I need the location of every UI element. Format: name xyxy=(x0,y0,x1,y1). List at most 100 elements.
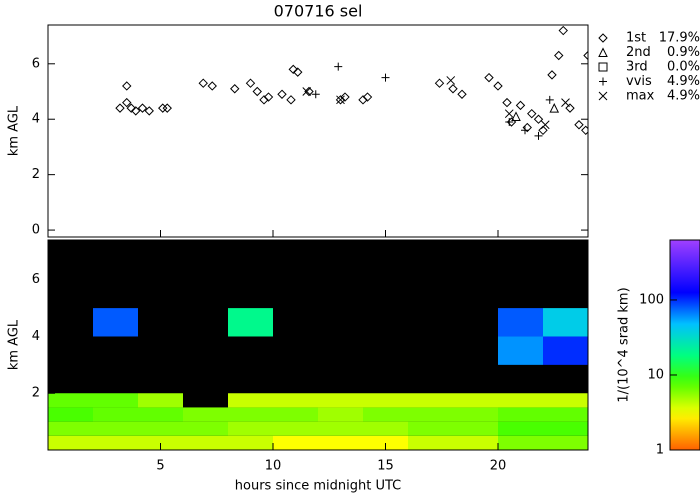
heat-cell xyxy=(543,421,588,436)
marker xyxy=(358,95,368,105)
marker xyxy=(565,103,575,113)
colorbar-tick-label: 10 xyxy=(647,367,664,382)
heat-cell xyxy=(228,393,273,408)
heat-cell xyxy=(453,393,498,408)
x-tick-label: 5 xyxy=(156,459,164,474)
heat-cell xyxy=(318,421,363,436)
marker xyxy=(340,92,350,102)
marker xyxy=(381,73,390,82)
marker xyxy=(122,97,132,108)
heat-cell xyxy=(183,421,228,436)
marker xyxy=(522,122,532,133)
marker xyxy=(574,120,584,130)
marker xyxy=(515,100,526,111)
legend-marker xyxy=(598,33,608,43)
heat-cell xyxy=(363,407,408,422)
marker xyxy=(304,86,314,97)
marker xyxy=(288,64,298,75)
marker xyxy=(502,97,512,108)
marker xyxy=(583,50,588,61)
heat-cell xyxy=(48,435,93,450)
legend-label: 1st xyxy=(626,31,646,46)
marker xyxy=(302,87,312,96)
y-tick-label: 2 xyxy=(32,167,40,182)
marker xyxy=(448,84,458,94)
marker xyxy=(137,103,148,113)
marker xyxy=(362,92,373,102)
marker xyxy=(277,89,287,99)
marker xyxy=(126,103,136,113)
y-tick-label: 0 xyxy=(32,223,40,238)
heat-cell xyxy=(318,407,363,422)
heat-cell xyxy=(408,435,453,450)
legend-label: 2nd xyxy=(626,45,651,60)
x-axis-label: hours since midnight UTC xyxy=(235,479,401,494)
marker xyxy=(144,106,154,116)
heat-cell xyxy=(408,393,453,408)
marker xyxy=(334,62,343,71)
marker xyxy=(335,95,346,105)
marker xyxy=(534,131,543,140)
legend-label: 3rd xyxy=(626,60,648,75)
y-axis-label: km AGL xyxy=(7,319,22,370)
legend-marker xyxy=(598,91,608,101)
heat-cell xyxy=(228,421,273,436)
heat-cell xyxy=(498,336,543,365)
heat-cell xyxy=(273,393,318,408)
marker xyxy=(504,109,514,119)
y-tick-label: 2 xyxy=(32,386,40,401)
marker xyxy=(457,89,467,99)
y-tick-label: 6 xyxy=(32,56,40,71)
x-tick-label: 10 xyxy=(265,459,282,474)
heat-cell xyxy=(93,407,138,422)
marker xyxy=(561,98,570,107)
marker xyxy=(558,25,568,36)
heat-cell xyxy=(273,435,318,450)
heat-cell xyxy=(93,435,138,450)
marker xyxy=(162,103,172,113)
heat-cell xyxy=(498,308,543,337)
heat-cell xyxy=(48,407,93,422)
marker xyxy=(505,117,514,126)
chart-title: 070716 sel xyxy=(274,2,363,21)
y-tick-label: 4 xyxy=(32,112,40,127)
plot-frame xyxy=(47,239,589,451)
heat-cell xyxy=(318,435,363,450)
colorbar-tick-label: 100 xyxy=(639,292,664,307)
heat-cell xyxy=(228,435,273,450)
heat-cell xyxy=(543,407,588,422)
marker xyxy=(131,106,141,116)
legend-marker xyxy=(598,62,608,72)
heat-cell xyxy=(48,393,93,408)
heat-cell xyxy=(408,421,453,436)
marker xyxy=(549,103,560,113)
x-tick-label: 15 xyxy=(377,459,394,474)
marker xyxy=(493,81,503,91)
marker xyxy=(547,70,557,80)
heat-cell xyxy=(228,407,273,422)
heat-cell xyxy=(498,407,543,422)
marker xyxy=(554,50,564,61)
marker xyxy=(511,111,521,121)
marker xyxy=(533,114,544,124)
marker xyxy=(252,86,262,97)
marker xyxy=(540,120,550,130)
legend-label: vvis xyxy=(626,74,652,89)
marker xyxy=(336,95,345,105)
x-tick-label: 20 xyxy=(490,459,507,474)
heat-cell xyxy=(363,421,408,436)
heat-cell xyxy=(138,407,183,422)
legend-marker xyxy=(599,77,607,86)
heat-cell xyxy=(543,393,588,408)
heat-cell xyxy=(543,435,588,450)
heat-cell xyxy=(543,308,588,337)
heat-cell xyxy=(183,435,228,450)
heat-cell xyxy=(48,421,93,436)
legend-value: 4.9% xyxy=(667,89,700,104)
heat-cell xyxy=(408,407,453,422)
heat-cell xyxy=(453,407,498,422)
heat-cell xyxy=(93,421,138,436)
marker xyxy=(115,103,125,113)
heat-cell xyxy=(453,421,498,436)
